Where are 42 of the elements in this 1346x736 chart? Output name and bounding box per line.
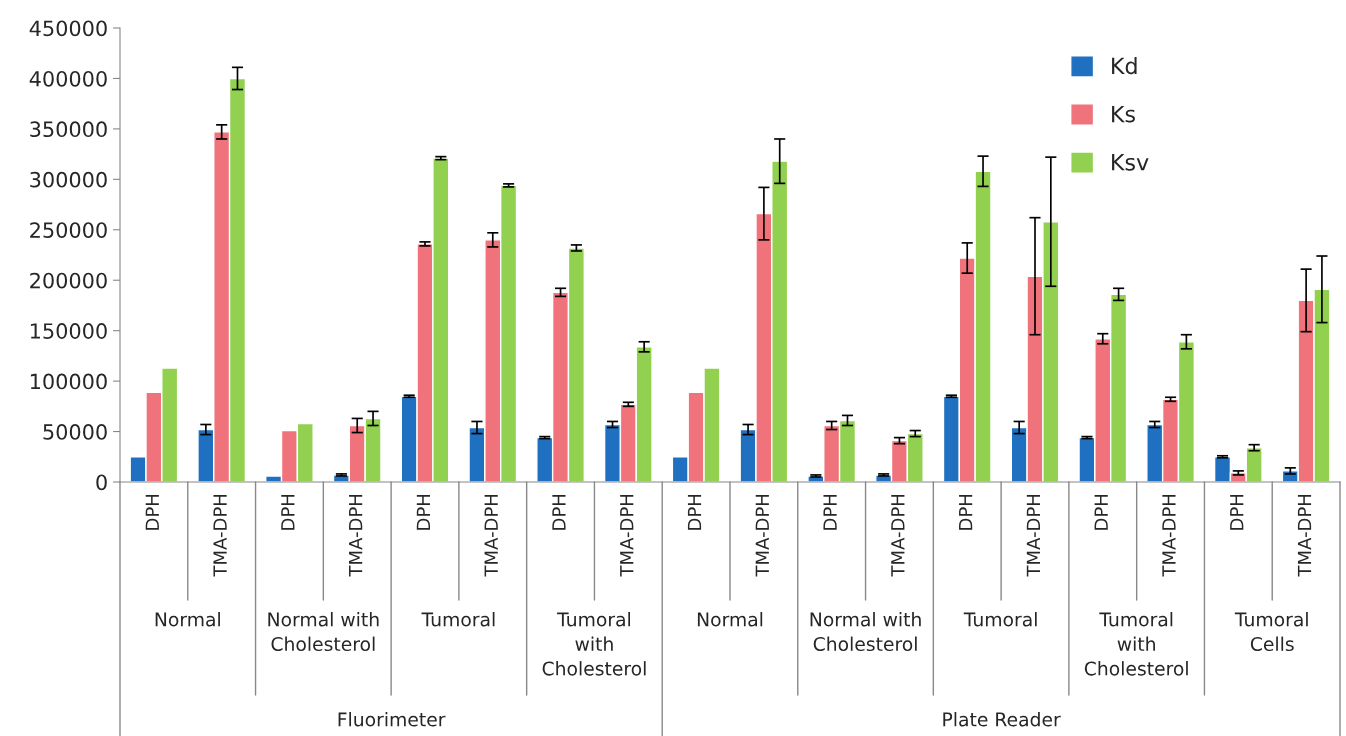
text: Normal with Cholesterol: [810, 612, 921, 652]
x-tick-label: TMA-DPH: [891, 494, 905, 577]
y-tick-label: 450000: [29, 20, 107, 37]
x-tick-label: DPH: [281, 494, 295, 530]
x-tick-label: TMA-DPH: [620, 494, 634, 577]
x-tick-label: TMA-DPH: [1162, 494, 1176, 577]
x-tick-label: TMA-DPH: [755, 494, 769, 577]
y-tick-label: 300000: [30, 171, 107, 188]
x-tick-label: TMA-DPH: [484, 494, 498, 577]
text: Normal: [155, 612, 220, 627]
x-tick-label: DPH: [416, 494, 430, 530]
x-tick-label: DPH: [145, 494, 159, 530]
y-tick-label: 200000: [30, 272, 107, 289]
legend-label: Ks: [1112, 105, 1135, 123]
y-tick-label: 150000: [30, 323, 107, 339]
x-tick-label: DPH: [1094, 494, 1108, 530]
y-tick-label: 400000: [29, 70, 107, 87]
legend-label: Kd: [1112, 57, 1137, 75]
text: Normal with Cholesterol: [268, 612, 379, 652]
text: Plate Reader: [943, 712, 1061, 727]
text: Tumoral with Cholesterol: [542, 612, 646, 676]
x-tick-label: DPH: [687, 494, 702, 530]
text: Tumoral Cells: [1234, 612, 1308, 652]
x-tick-label: DPH: [959, 494, 973, 530]
text: Fluorimeter: [338, 712, 446, 727]
x-tick-label: TMA-DPH: [1026, 494, 1040, 577]
text: Normal: [697, 612, 763, 627]
x-tick-label: TMA-DPH: [213, 494, 227, 577]
text: Tumoral: [421, 612, 495, 627]
y-tick-label: 0: [96, 474, 107, 491]
x-tick-label: DPH: [823, 494, 837, 530]
x-tick-label: TMA-DPH: [1297, 494, 1312, 577]
y-tick-label: 50000: [43, 424, 107, 440]
legend-label: Ksv: [1112, 154, 1149, 171]
y-tick-label: 350000: [30, 121, 107, 138]
x-tick-label: DPH: [1230, 494, 1244, 530]
x-tick-label: DPH: [552, 494, 566, 530]
y-tick-label: 250000: [30, 222, 107, 238]
text: Tumoral: [963, 612, 1037, 627]
y-tick-label: 100000: [30, 373, 107, 390]
x-tick-label: TMA-DPH: [349, 494, 363, 577]
text: Tumoral with Cholesterol: [1084, 612, 1188, 676]
